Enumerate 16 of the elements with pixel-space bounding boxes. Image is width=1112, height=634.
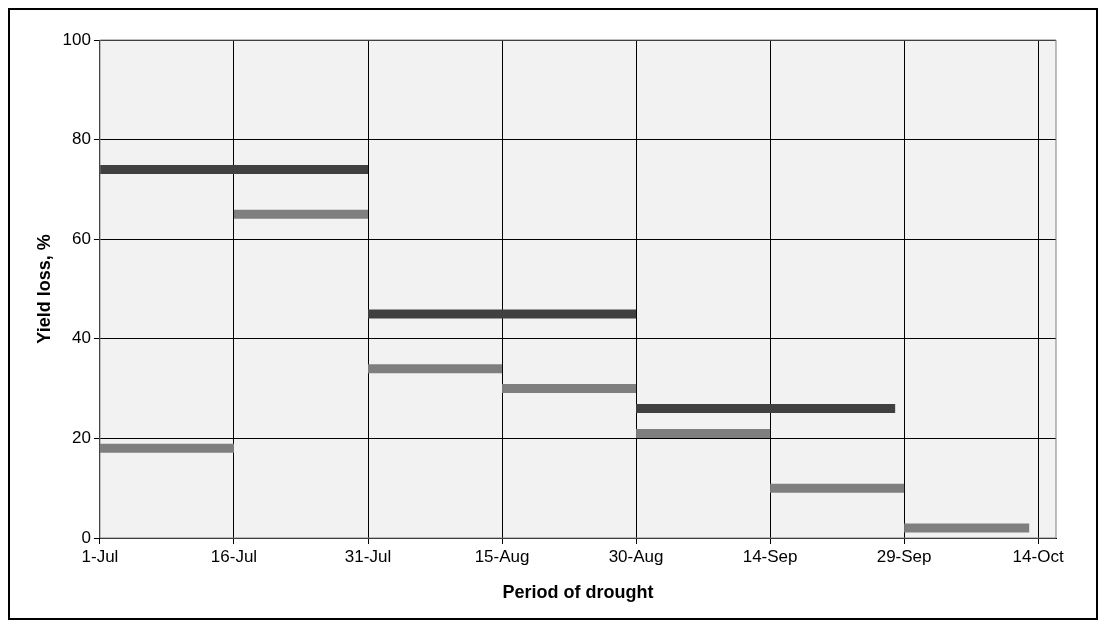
y-tick-label: 0 <box>81 527 91 547</box>
x-tick-label: 15-Aug <box>474 546 530 566</box>
x-tick-label: 31-Jul <box>344 546 392 566</box>
x-tick-label: 16-Jul <box>210 546 258 566</box>
x-tick-label: 14-Oct <box>1012 546 1064 566</box>
x-tick-label: 30-Aug <box>608 546 664 566</box>
y-axis-title: Yield loss, % <box>33 234 54 344</box>
x-tick-label: 1-Jul <box>81 546 119 566</box>
y-tick-label: 80 <box>72 129 91 149</box>
x-tick-label: 29-Sep <box>876 546 932 566</box>
y-tick-label: 60 <box>72 228 91 248</box>
y-tick-label: 20 <box>72 428 91 448</box>
x-tick-label: 14-Sep <box>742 546 798 566</box>
y-tick-label: 100 <box>62 29 91 49</box>
y-tick-label: 40 <box>72 328 91 348</box>
x-axis-title: Period of drought <box>502 582 654 603</box>
